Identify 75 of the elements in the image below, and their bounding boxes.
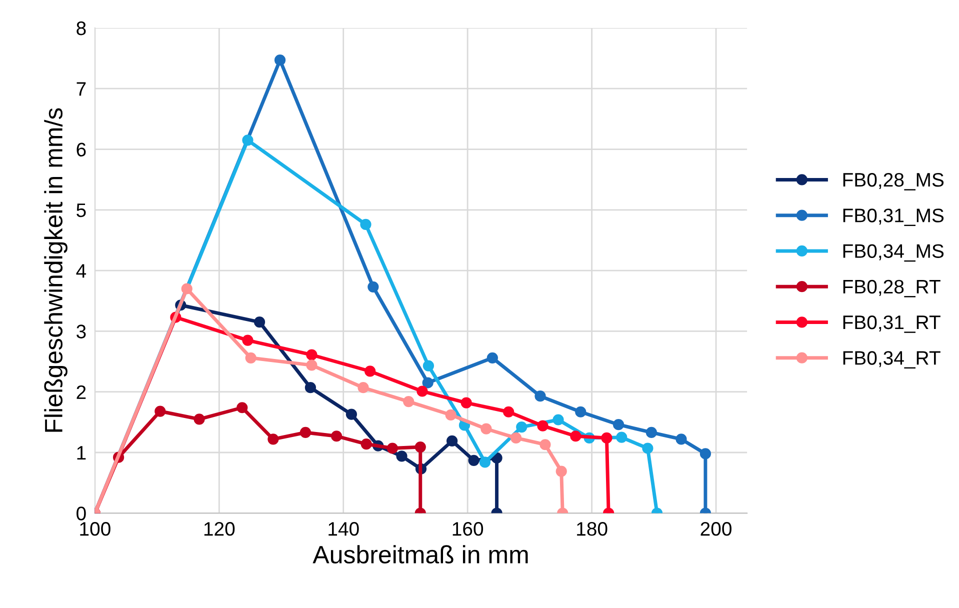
point — [700, 448, 712, 460]
point — [300, 426, 312, 438]
point — [360, 218, 372, 230]
point — [676, 434, 687, 445]
legend-label: FB0,31_MS — [843, 208, 944, 226]
point — [642, 442, 654, 454]
point — [306, 360, 318, 371]
point — [422, 377, 434, 388]
point — [364, 366, 376, 377]
point — [181, 283, 192, 294]
legend-label: FB0,31_RT — [843, 315, 940, 333]
point — [616, 432, 628, 443]
point — [540, 439, 551, 450]
y-tick-label: 2 — [76, 385, 86, 399]
legend-label: FB0,34_RT — [843, 351, 940, 369]
point — [330, 430, 342, 442]
point — [468, 454, 480, 466]
legend-label: FB0,34_MS — [843, 244, 944, 262]
point — [601, 432, 612, 444]
x-tick-label: 200 — [700, 522, 732, 536]
y-tick-label: 1 — [77, 446, 86, 460]
legend-label: FB0,28_MS — [843, 172, 944, 190]
point — [646, 426, 657, 438]
point — [416, 386, 428, 397]
x-tick-label: 100 — [80, 522, 110, 536]
y-axis-title: Fließgeschwindigkeit in mm/s — [44, 108, 68, 432]
point — [556, 466, 567, 477]
x-tick-label: 120 — [204, 522, 235, 536]
point — [510, 432, 522, 444]
y-tick-label: 0 — [76, 506, 86, 520]
point — [446, 435, 458, 447]
point — [414, 441, 426, 453]
point — [358, 382, 369, 394]
x-tick-label: 140 — [328, 522, 359, 536]
point — [516, 421, 528, 433]
y-tick-label: 4 — [76, 264, 86, 278]
y-tick-label: 6 — [76, 142, 86, 156]
point — [422, 360, 434, 372]
point — [403, 396, 414, 408]
point — [503, 406, 514, 418]
point — [486, 352, 498, 364]
point — [368, 281, 379, 292]
point — [242, 334, 254, 346]
point — [154, 406, 166, 417]
x-axis-title: Ausbreitmaß in mm — [312, 545, 528, 564]
point — [306, 349, 318, 360]
point — [386, 442, 398, 454]
point — [242, 134, 254, 146]
point — [194, 414, 205, 425]
point — [346, 408, 357, 420]
point — [245, 352, 256, 364]
point — [236, 402, 248, 414]
point — [575, 406, 586, 418]
y-tick-label: 5 — [76, 204, 86, 218]
x-tick-label: 180 — [577, 522, 608, 536]
point — [612, 419, 624, 430]
x-tick-label: 160 — [452, 522, 484, 536]
point — [552, 414, 564, 426]
y-tick-label: 3 — [76, 324, 86, 338]
point — [537, 420, 548, 432]
point — [480, 423, 492, 434]
point — [274, 54, 286, 66]
point — [460, 397, 472, 408]
point — [445, 409, 456, 420]
y-tick-label: 8 — [76, 21, 86, 36]
y-tick-label: 7 — [76, 82, 86, 96]
legend-label: FB0,28_RT — [843, 280, 940, 298]
point — [304, 382, 316, 394]
point — [479, 456, 491, 468]
point — [534, 390, 546, 402]
point — [570, 430, 582, 442]
point — [360, 438, 372, 450]
point — [254, 316, 266, 328]
point — [396, 450, 408, 462]
point — [268, 434, 279, 445]
